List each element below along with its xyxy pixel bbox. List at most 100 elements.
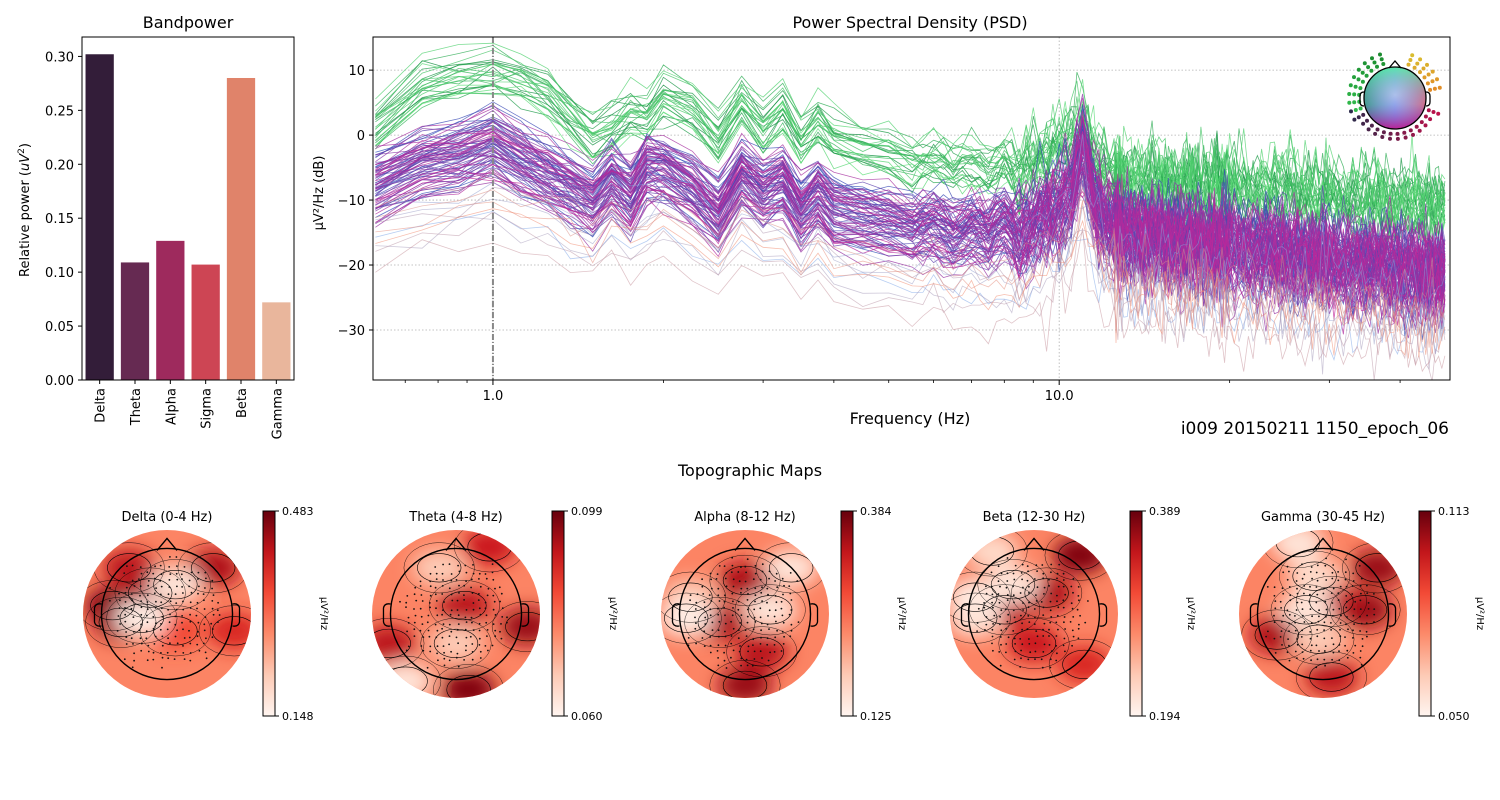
colorbar-unit-label: µV²/Hz — [607, 597, 618, 630]
colorbar-unit-label: µV²/Hz — [318, 597, 329, 630]
sensor-dot — [1408, 58, 1413, 62]
contour-line — [950, 571, 1011, 623]
sensor-dot — [1352, 92, 1357, 97]
sensor-dot — [1418, 57, 1423, 62]
contour-line — [998, 617, 1070, 669]
topomap-hotspot — [1007, 624, 1061, 662]
topomap-hotspot — [500, 608, 540, 646]
topomap-beta: Beta (12-30 Hz) 0.389 0.194 µV²/Hz — [950, 505, 1196, 723]
sensor-dot — [1428, 117, 1433, 122]
sensor-dot — [1425, 81, 1430, 86]
sensor-dot — [1348, 83, 1353, 88]
contour-line — [83, 580, 148, 632]
psd-traces — [375, 42, 1446, 380]
contour-line — [661, 571, 726, 623]
head-outline — [1256, 547, 1390, 681]
psd-x-ticks: 1.0 10.0 — [404, 380, 1401, 404]
sensor-dot — [1379, 57, 1384, 62]
psd-annotation: i009 20150211 1150_epoch_06 — [1181, 419, 1449, 439]
contour-line — [442, 591, 487, 621]
y-tick-label: 0.05 — [45, 320, 74, 335]
sensor-dot — [1388, 131, 1393, 136]
sensor-dot — [1437, 85, 1442, 90]
contour-line — [1284, 595, 1329, 625]
contour-line — [1329, 584, 1401, 636]
psd-trace — [375, 227, 1446, 373]
contour-line — [977, 559, 1049, 611]
topomap-hotspot — [412, 549, 467, 587]
contour-line — [1011, 628, 1057, 658]
topomap-hotspot — [1287, 557, 1342, 595]
topomap-hotspot — [441, 671, 496, 698]
topomap-hotspot — [207, 612, 251, 650]
bar-theta — [120, 262, 150, 380]
psd-trace — [375, 126, 1446, 280]
colorbar-min-label: 0.125 — [860, 710, 892, 723]
sensor-dot — [1362, 61, 1367, 66]
psd-trace — [375, 133, 1446, 298]
colorbar-unit-label: µV²/Hz — [896, 597, 907, 630]
contour-line — [403, 542, 475, 594]
contour-line — [98, 607, 143, 637]
sensor-dot — [1352, 100, 1357, 105]
bar-delta — [85, 54, 114, 380]
topomap-sensors — [399, 563, 508, 669]
sensor-dot — [1415, 61, 1420, 66]
sensor-dot — [1426, 108, 1431, 113]
psd-trace — [375, 85, 1446, 253]
sensor-dot — [1432, 86, 1437, 91]
topomap-title: Beta (12-30 Hz) — [983, 510, 1086, 525]
y-tick-label: −30 — [338, 324, 365, 339]
bandpower-y-ticks: 0.00 0.05 0.10 0.15 0.20 0.25 0.30 — [45, 50, 82, 389]
x-tick-label: 10.0 — [1045, 389, 1074, 404]
x-tick-label: Beta — [235, 388, 250, 418]
contour-line — [668, 582, 713, 612]
sensor-dot — [1430, 79, 1435, 84]
topomap-sensors — [687, 556, 800, 669]
topomap-theta: Theta (4-8 Hz) 0.099 0.060 µV²/Hz — [372, 505, 618, 723]
sensor-dot — [1406, 62, 1411, 67]
head-outline — [389, 547, 523, 681]
sensor-dot — [1421, 66, 1426, 71]
contour-line — [734, 584, 806, 636]
sensor-dot — [1410, 53, 1415, 58]
topomap-hotspot — [1270, 530, 1325, 562]
ear-left-icon — [1249, 603, 1258, 627]
sensor-dot — [1372, 60, 1377, 65]
psd-trace — [375, 97, 1446, 271]
topomap-hotspot — [462, 530, 517, 566]
topomap-gamma: Gamma (30-45 Hz) 0.113 0.050 µV²/Hz — [1239, 505, 1485, 723]
contour-line — [1295, 651, 1367, 698]
sensor-dot — [1353, 108, 1358, 112]
sensor-dot — [1428, 87, 1433, 92]
topomap-hotspot — [378, 662, 433, 698]
psd-trace — [375, 172, 1446, 321]
psd-trace — [375, 42, 1446, 224]
colorbar-max-label: 0.483 — [282, 505, 314, 518]
contour-line — [697, 607, 742, 637]
topomap-hotspot — [718, 666, 772, 698]
sensor-layout-inset — [1347, 52, 1442, 141]
sensor-dot — [1375, 64, 1379, 69]
sensor-dot — [1419, 120, 1424, 125]
sensor-dot — [1352, 75, 1356, 80]
colorbar-min-label: 0.060 — [571, 710, 603, 723]
contour-line — [372, 628, 411, 658]
psd-trace — [375, 131, 1446, 292]
nose-icon — [1023, 537, 1045, 551]
nose-icon — [445, 537, 467, 551]
y-tick-label: −20 — [338, 259, 365, 274]
ear-left-icon — [382, 603, 391, 627]
colorbar — [1418, 510, 1432, 717]
psd-trace — [375, 128, 1446, 281]
contour-line — [191, 553, 236, 583]
sensor-dot — [1414, 124, 1419, 129]
colorbar-unit-label: µV²/Hz — [1474, 597, 1485, 630]
y-tick-label: 0.15 — [45, 212, 74, 227]
sensor-dot — [1435, 77, 1439, 82]
x-tick-label: Theta — [129, 388, 144, 426]
sensor-dot — [1358, 86, 1363, 91]
contour-line — [1270, 584, 1342, 636]
colorbar-min-label: 0.148 — [282, 710, 314, 723]
